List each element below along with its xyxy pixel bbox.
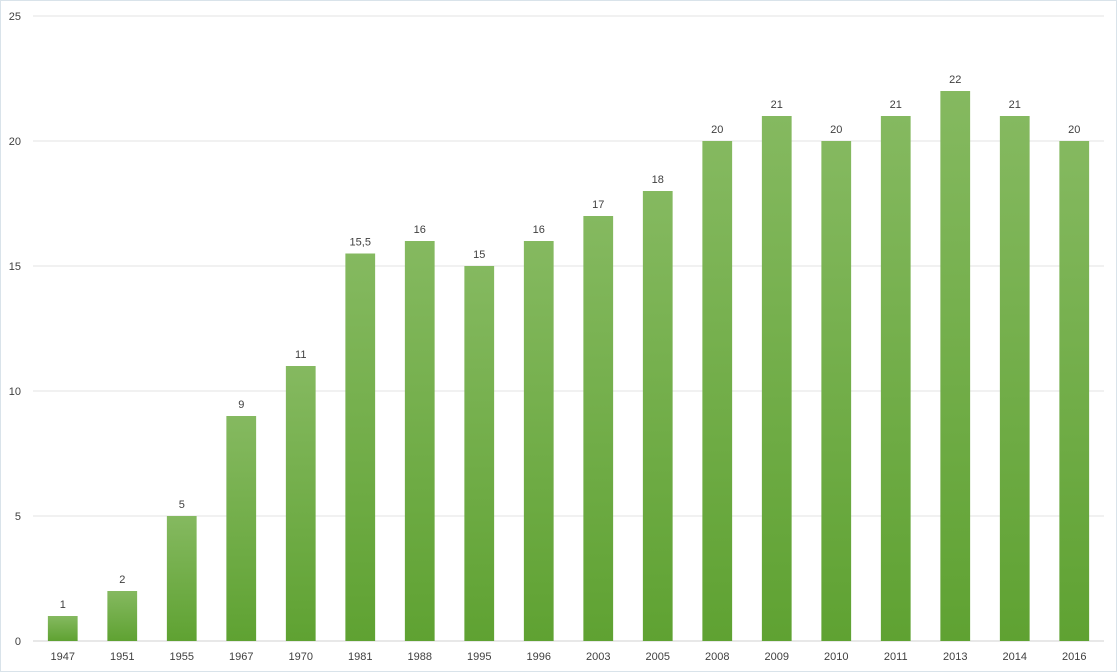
data-label: 16	[414, 224, 426, 236]
data-label: 11	[295, 349, 306, 361]
data-label: 17	[592, 199, 604, 211]
data-label: 20	[1068, 124, 1080, 136]
x-tick-label: 2008	[705, 651, 729, 663]
grid-lines	[33, 15, 1104, 642]
x-axis: 1947 1951 1955 1967 1970 1981 1988 1995 1996 2003…	[51, 651, 1087, 663]
x-tick-label: 1970	[289, 651, 313, 663]
data-label: 2	[119, 574, 125, 586]
y-tick-label: 25	[9, 11, 21, 23]
x-tick-label: 2011	[884, 651, 908, 663]
x-tick-label: 2003	[586, 651, 610, 663]
y-tick-label: 15	[9, 261, 21, 273]
x-tick-label: 1955	[170, 651, 194, 663]
bar-1947	[47, 616, 78, 641]
data-label: 21	[1009, 99, 1021, 111]
data-label: 20	[830, 124, 842, 136]
bar-1988	[404, 241, 435, 641]
data-label: 5	[179, 499, 185, 511]
y-axis: 0 5 10 15 20 25	[9, 11, 21, 648]
data-label: 16	[533, 224, 545, 236]
x-tick-label: 2005	[646, 651, 670, 663]
bar-1996	[523, 241, 554, 641]
y-tick-label: 20	[9, 136, 21, 148]
data-labels: 1 2 5 9 11 15,5 16 15 16 17 18 20 21 20 21 22 21 20	[60, 74, 1081, 611]
data-label: 15,5	[350, 237, 371, 249]
x-tick-label: 1981	[348, 651, 372, 663]
bar-2011	[880, 116, 911, 641]
x-tick-label: 2013	[943, 651, 967, 663]
bar-2014	[999, 116, 1030, 641]
x-tick-label: 1951	[110, 651, 134, 663]
x-tick-label: 1995	[467, 651, 491, 663]
bar-2010	[821, 141, 852, 641]
bar-2005	[642, 191, 673, 641]
x-tick-label: 2016	[1062, 651, 1086, 663]
data-label: 22	[949, 74, 961, 86]
bar-2013	[940, 91, 971, 641]
y-tick-label: 10	[9, 386, 21, 398]
bars	[47, 91, 1090, 641]
bar-2003	[583, 216, 614, 641]
data-label: 20	[711, 124, 723, 136]
bar-2008	[702, 141, 733, 641]
x-tick-label: 1996	[527, 651, 551, 663]
data-label: 18	[652, 174, 664, 186]
bar-2009	[761, 116, 792, 641]
y-tick-label: 0	[15, 636, 21, 648]
data-label: 15	[473, 249, 485, 261]
bar-1951	[107, 591, 138, 641]
bar-1967	[226, 416, 257, 641]
x-tick-label: 2010	[824, 651, 848, 663]
data-label: 21	[890, 99, 902, 111]
x-tick-label: 1967	[229, 651, 253, 663]
y-tick-label: 5	[15, 511, 21, 523]
data-label: 9	[238, 399, 244, 411]
bar-1955	[166, 516, 197, 641]
data-label: 1	[60, 599, 66, 611]
x-tick-label: 2014	[1003, 651, 1027, 663]
x-tick-label: 1988	[408, 651, 432, 663]
data-label: 21	[771, 99, 783, 111]
x-tick-label: 2009	[765, 651, 789, 663]
bar-1981	[345, 253, 376, 641]
x-tick-label: 1947	[51, 651, 75, 663]
bar-2016	[1059, 141, 1090, 641]
bar-1970	[285, 366, 316, 641]
bar-1995	[464, 266, 495, 641]
